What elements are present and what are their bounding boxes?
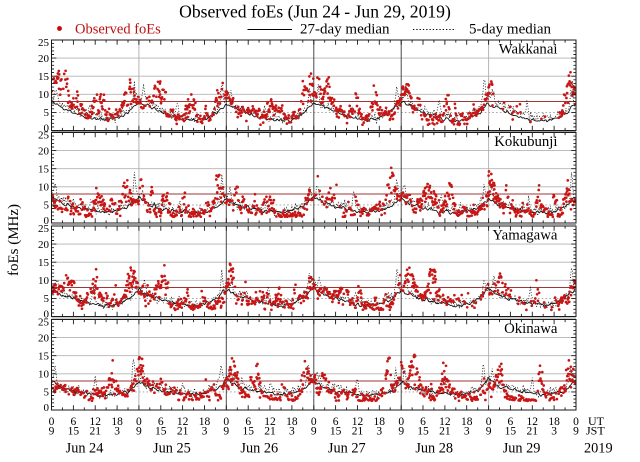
svg-text:12: 12 (439, 416, 451, 428)
svg-text:2019: 2019 (584, 441, 613, 457)
svg-text:Observed foEs: Observed foEs (75, 22, 161, 38)
svg-text:Kokubunji: Kokubunji (494, 134, 557, 150)
svg-text:25: 25 (38, 129, 50, 141)
svg-text:20: 20 (38, 53, 50, 65)
svg-text:5: 5 (44, 200, 50, 212)
svg-text:Okinawa: Okinawa (504, 321, 558, 337)
svg-text:27-day median: 27-day median (300, 22, 390, 38)
svg-text:3: 3 (464, 426, 470, 438)
svg-text:6: 6 (508, 416, 514, 428)
svg-text:0: 0 (486, 416, 492, 428)
svg-text:20: 20 (38, 239, 50, 251)
svg-text:21: 21 (439, 426, 451, 438)
svg-text:18: 18 (461, 416, 473, 428)
svg-text:0: 0 (44, 122, 50, 134)
svg-text:Jun 26: Jun 26 (240, 441, 278, 457)
svg-text:6: 6 (333, 416, 339, 428)
svg-text:18: 18 (111, 416, 123, 428)
svg-text:9: 9 (223, 426, 229, 438)
svg-text:12: 12 (352, 416, 364, 428)
svg-text:UT: UT (588, 414, 605, 428)
svg-text:18: 18 (548, 416, 560, 428)
svg-text:0: 0 (311, 416, 317, 428)
svg-text:15: 15 (330, 426, 342, 438)
svg-text:5: 5 (44, 387, 50, 399)
svg-text:Jun 25: Jun 25 (153, 441, 191, 457)
svg-text:3: 3 (289, 426, 295, 438)
svg-text:0: 0 (573, 416, 579, 428)
svg-text:5: 5 (44, 293, 50, 305)
svg-text:JST: JST (586, 424, 605, 438)
svg-text:15: 15 (38, 257, 50, 269)
svg-text:15: 15 (68, 426, 80, 438)
svg-text:0: 0 (398, 416, 404, 428)
svg-text:9: 9 (136, 426, 142, 438)
svg-text:25: 25 (38, 37, 50, 49)
svg-text:10: 10 (38, 275, 50, 287)
svg-text:Jun 29: Jun 29 (503, 441, 541, 457)
svg-text:9: 9 (49, 426, 55, 438)
svg-text:12: 12 (264, 416, 276, 428)
svg-text:9: 9 (573, 426, 579, 438)
svg-text:foEs (MHz): foEs (MHz) (6, 204, 22, 276)
svg-text:15: 15 (38, 351, 50, 363)
svg-text:10: 10 (38, 369, 50, 381)
svg-text:21: 21 (352, 426, 364, 438)
svg-text:25: 25 (38, 316, 50, 328)
svg-text:0: 0 (44, 215, 50, 227)
svg-text:21: 21 (177, 426, 189, 438)
svg-text:0: 0 (136, 416, 142, 428)
svg-text:9: 9 (311, 426, 317, 438)
svg-text:18: 18 (374, 416, 386, 428)
svg-text:0: 0 (49, 416, 55, 428)
svg-text:9: 9 (486, 426, 492, 438)
svg-text:15: 15 (155, 426, 167, 438)
svg-text:21: 21 (89, 426, 101, 438)
svg-text:6: 6 (245, 416, 251, 428)
svg-text:0: 0 (44, 402, 50, 414)
svg-text:Yamagawa: Yamagawa (492, 228, 558, 244)
svg-text:20: 20 (38, 332, 50, 344)
svg-text:10: 10 (38, 89, 50, 101)
svg-text:3: 3 (202, 426, 208, 438)
svg-text:0: 0 (44, 308, 50, 320)
svg-text:21: 21 (527, 426, 539, 438)
svg-text:5: 5 (44, 107, 50, 119)
svg-text:Wakkanai: Wakkanai (499, 42, 558, 58)
svg-text:15: 15 (38, 71, 50, 83)
svg-text:Jun 27: Jun 27 (328, 441, 366, 457)
svg-text:15: 15 (505, 426, 517, 438)
svg-text:6: 6 (71, 416, 77, 428)
svg-text:20: 20 (38, 145, 50, 157)
svg-text:25: 25 (38, 223, 50, 235)
svg-text:Jun 28: Jun 28 (415, 441, 453, 457)
svg-text:15: 15 (38, 164, 50, 176)
svg-text:3: 3 (376, 426, 382, 438)
svg-text:21: 21 (264, 426, 276, 438)
svg-text:3: 3 (114, 426, 120, 438)
svg-text:18: 18 (286, 416, 298, 428)
svg-text:12: 12 (177, 416, 189, 428)
svg-text:12: 12 (527, 416, 539, 428)
svg-text:15: 15 (417, 426, 429, 438)
svg-text:3: 3 (551, 426, 557, 438)
svg-text:6: 6 (158, 416, 164, 428)
svg-text:18: 18 (199, 416, 211, 428)
svg-text:Observed foEs (Jun 24 - Jun 29: Observed foEs (Jun 24 - Jun 29, 2019) (179, 2, 451, 22)
svg-text:6: 6 (420, 416, 426, 428)
svg-text:5-day median: 5-day median (469, 22, 552, 38)
svg-text:10: 10 (38, 182, 50, 194)
svg-text:0: 0 (223, 416, 229, 428)
svg-text:Jun 24: Jun 24 (66, 441, 104, 457)
svg-text:12: 12 (89, 416, 101, 428)
svg-text:15: 15 (242, 426, 254, 438)
svg-text:9: 9 (398, 426, 404, 438)
